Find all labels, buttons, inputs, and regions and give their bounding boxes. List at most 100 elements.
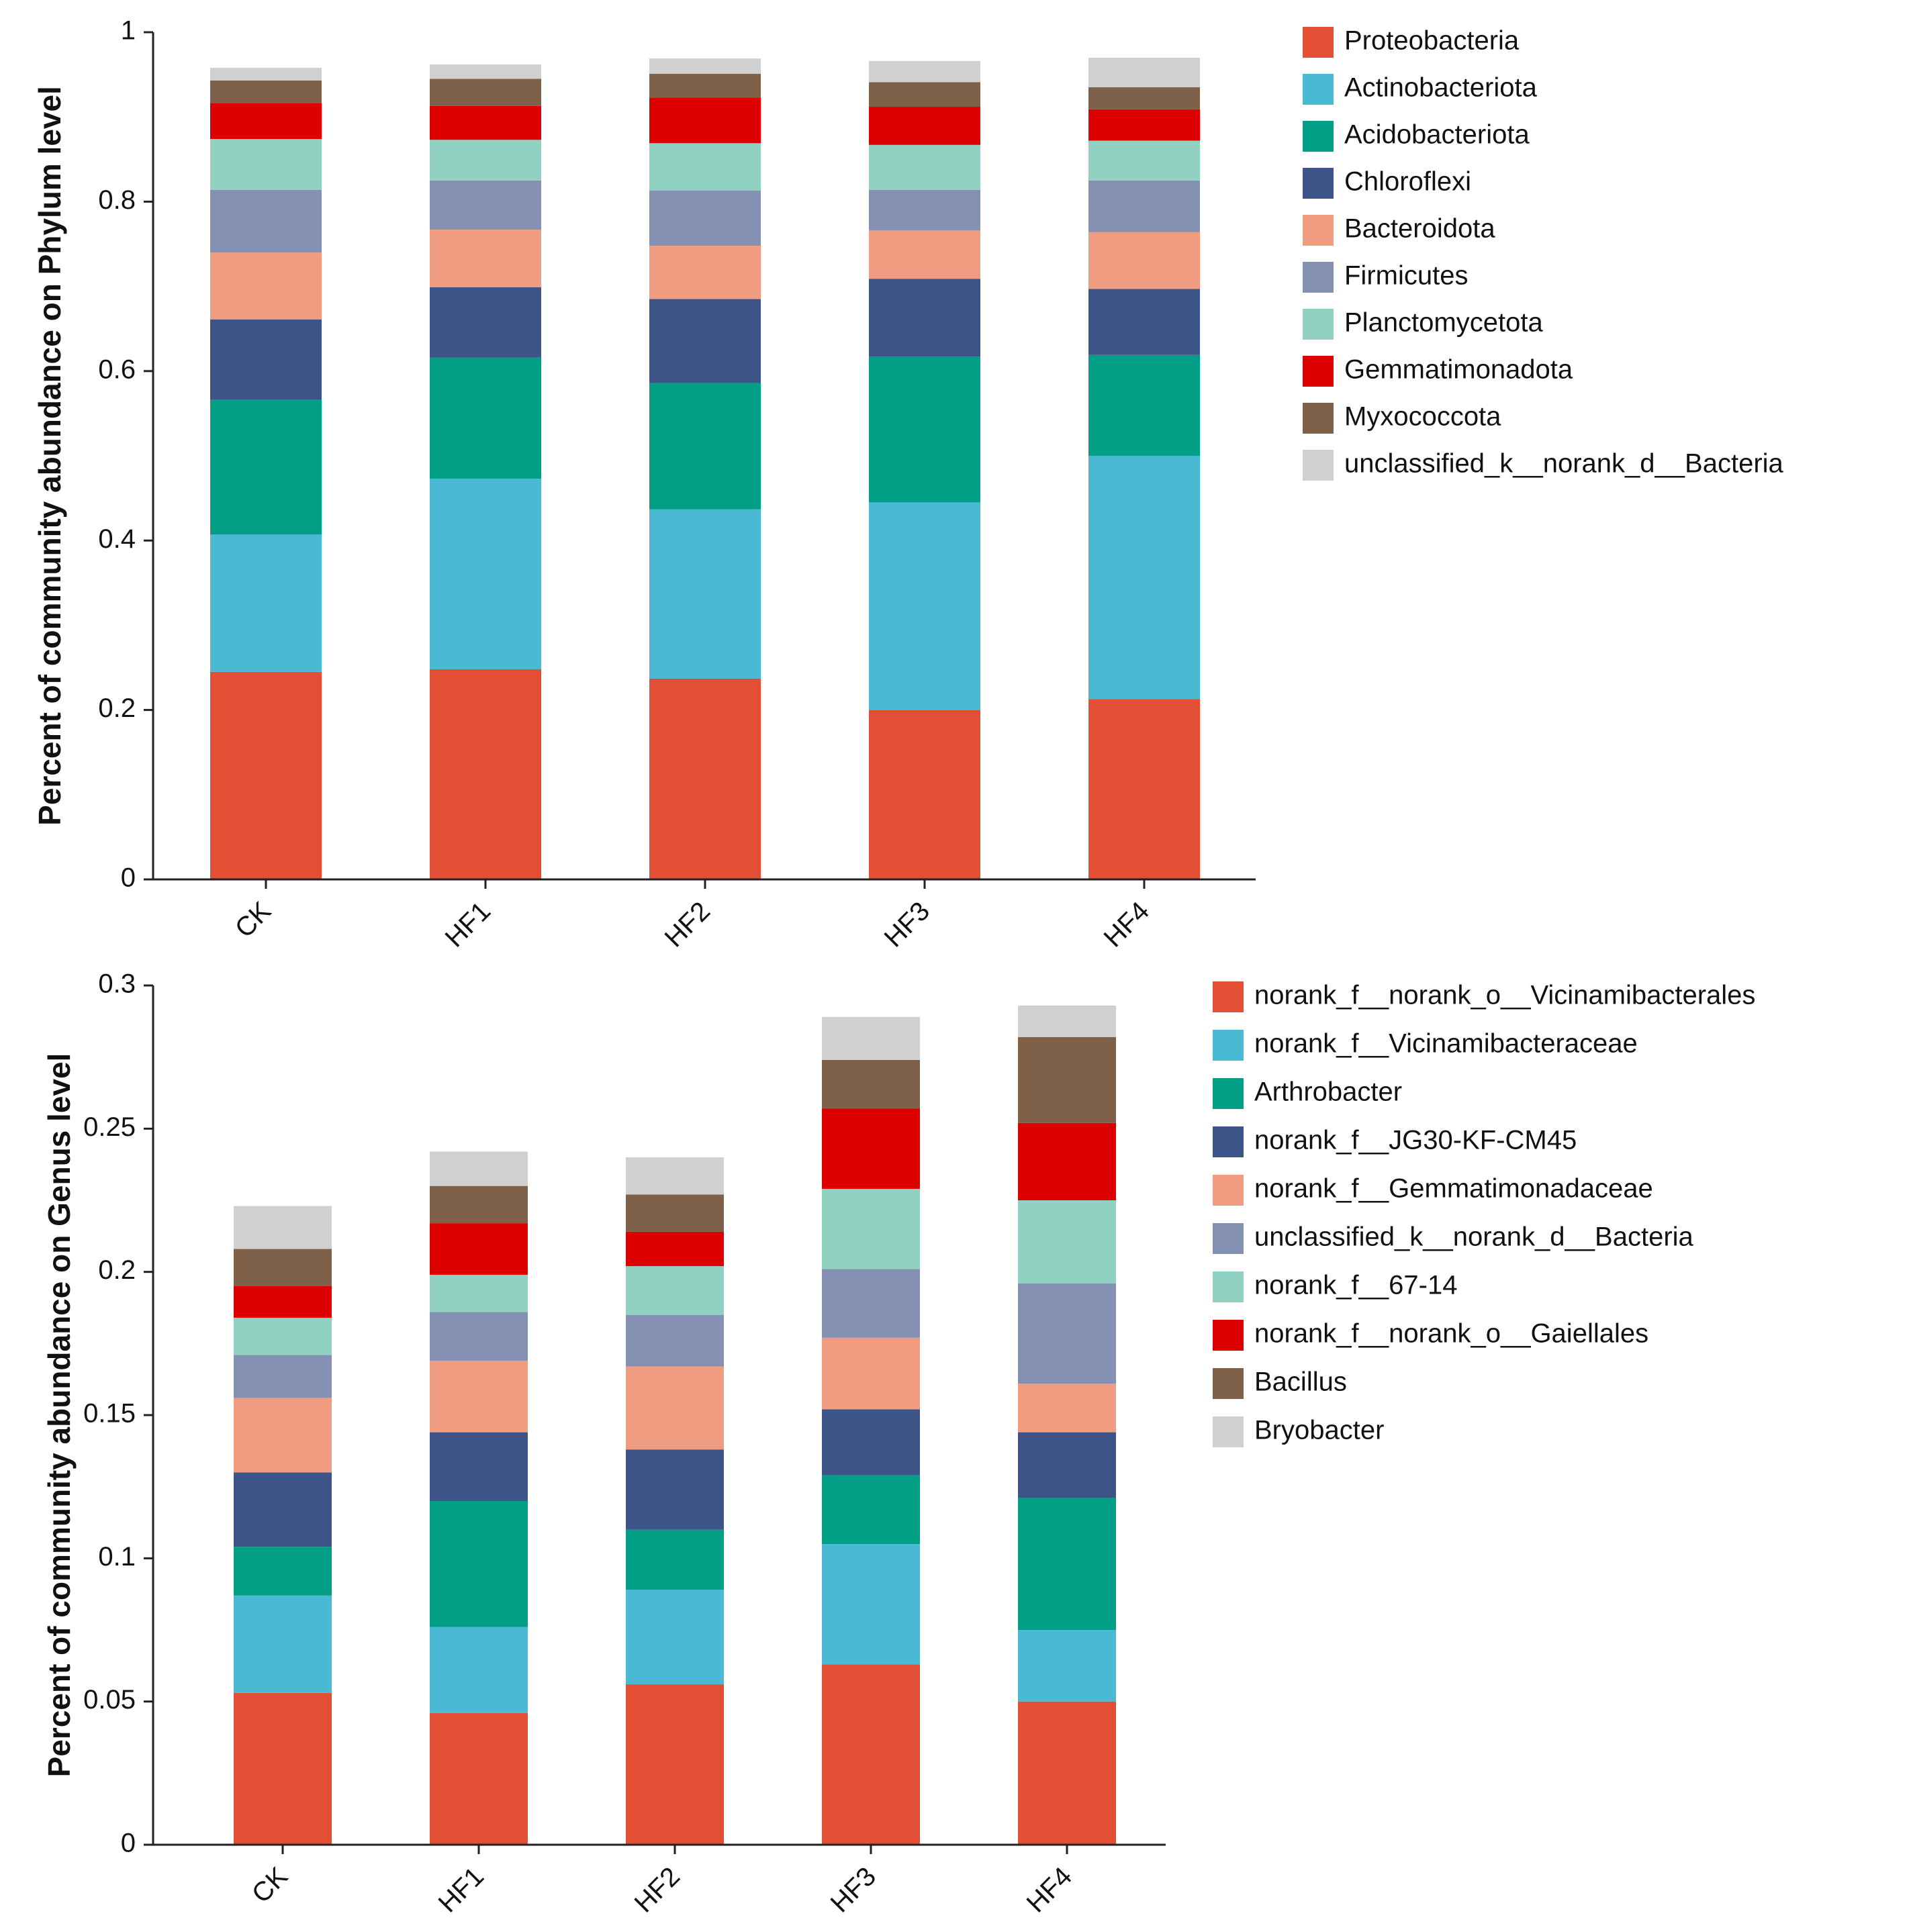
bar-HF2-Arthrobacter (626, 1529, 724, 1590)
bar-HF1-unclassified_k__norank_d__Bacteria (430, 64, 541, 79)
bar-CK-norank_f__JG30-KF-CM45 (234, 1472, 332, 1547)
bar-CK-Arthrobacter (234, 1547, 332, 1596)
y-tick-label: 0.6 (98, 354, 136, 384)
bar-HF1-norank_f__norank_o__Vicinamibacterales (430, 1712, 528, 1845)
y-tick-label: 0.8 (98, 185, 136, 215)
bar-HF3-Myxococcota (869, 82, 980, 107)
y-tick-label: 0 (121, 863, 136, 893)
bar-HF1-unclassified_k__norank_d__Bacteria (430, 1312, 528, 1361)
bar-HF2-norank_f__Vicinamibacteraceae (626, 1590, 724, 1685)
x-tick-label: HF1 (440, 896, 497, 953)
legend-swatch (1213, 1320, 1244, 1351)
bar-CK-unclassified_k__norank_d__Bacteria (234, 1355, 332, 1398)
bar-HF1-norank_f__67-14 (430, 1274, 528, 1312)
bar-HF4-Proteobacteria (1088, 699, 1200, 879)
bar-HF1-Bacillus (430, 1186, 528, 1224)
bar-HF3-norank_f__67-14 (822, 1188, 920, 1269)
bar-CK-Bacillus (234, 1249, 332, 1286)
bar-HF1-norank_f__Vicinamibacteraceae (430, 1627, 528, 1713)
y-tick-label: 0.3 (98, 969, 136, 999)
bar-HF3-unclassified_k__norank_d__Bacteria (822, 1269, 920, 1338)
y-tick-label: 0.05 (83, 1685, 136, 1714)
bar-HF1-Bryobacter (430, 1151, 528, 1186)
bar-HF2-norank_f__norank_o__Vicinamibacterales (626, 1684, 724, 1845)
bar-HF4-norank_f__norank_o__Vicinamibacterales (1018, 1701, 1116, 1845)
bar-HF2-Proteobacteria (649, 678, 761, 879)
legend-label: Arthrobacter (1254, 1077, 1402, 1107)
bar-HF4-norank_f__Gemmatimonadaceae (1018, 1384, 1116, 1433)
y-axis-label: Percent of community abundance on Genus … (42, 1053, 77, 1778)
bar-CK-norank_f__Gemmatimonadaceae (234, 1398, 332, 1473)
bar-HF2-Bryobacter (626, 1157, 724, 1195)
bar-HF2-Actinobacteriota (649, 509, 761, 679)
legend-label: Bacillus (1254, 1367, 1347, 1397)
bar-HF1-Gemmatimonadota (430, 105, 541, 140)
legend-label: norank_f__norank_o__Gaiellales (1254, 1319, 1648, 1349)
bar-CK-Gemmatimonadota (210, 103, 322, 140)
x-tick-label: HF3 (879, 896, 936, 953)
bar-HF4-unclassified_k__norank_d__Bacteria (1018, 1283, 1116, 1384)
y-tick-label: 0.2 (98, 693, 136, 723)
bar-HF3-Proteobacteria (869, 710, 980, 879)
bar-HF3-Actinobacteriota (869, 502, 980, 710)
legend-label: Proteobacteria (1344, 26, 1520, 56)
legend-swatch (1303, 262, 1334, 293)
legend: norank_f__norank_o__Vicinamibacteralesno… (1213, 981, 1755, 1447)
genus-chart: CK HF1 HF2 HF3 HF4 0 0.05 0.1 0.15 0.2 0.25 0.3 Perc… (42, 969, 1755, 1919)
bar-HF4-Bacteroidota (1088, 232, 1200, 289)
bar-HF1-norank_f__JG30-KF-CM45 (430, 1432, 528, 1501)
y-axis-label: Percent of community abundance on Phylum… (32, 86, 67, 826)
legend-swatch (1213, 981, 1244, 1012)
bar-HF1-Acidobacteriota (430, 357, 541, 479)
bar-HF2-norank_f__Gemmatimonadaceae (626, 1366, 724, 1450)
legend-swatch (1213, 1175, 1244, 1206)
bar-HF3-Gemmatimonadota (869, 107, 980, 145)
legend-swatch (1303, 403, 1334, 434)
legend-label: Bacteroidota (1344, 214, 1495, 244)
bar-HF1-norank_f__Gemmatimonadaceae (430, 1360, 528, 1433)
bar-HF3-Acidobacteriota (869, 356, 980, 503)
bar-HF2-Firmicutes (649, 190, 761, 246)
bar-HF2-Bacteroidota (649, 246, 761, 299)
bar-HF2-Gemmatimonadota (649, 97, 761, 144)
bar-HF4-Planctomycetota (1088, 140, 1200, 181)
legend-swatch (1303, 356, 1334, 387)
legend-label: Myxococcota (1344, 402, 1501, 432)
legend-label: norank_f__67-14 (1254, 1271, 1457, 1300)
bar-HF3-Bryobacter (822, 1016, 920, 1060)
bar-HF4-Bryobacter (1018, 1005, 1116, 1037)
x-tick-label: HF3 (825, 1862, 882, 1919)
x-tick-label: CK (230, 896, 277, 944)
bar-HF3-Chloroflexi (869, 279, 980, 357)
bar-HF4-norank_f__67-14 (1018, 1200, 1116, 1284)
bar-HF2-Myxococcota (649, 73, 761, 98)
bar-CK-Myxococcota (210, 80, 322, 104)
legend-label: Planctomycetota (1344, 308, 1543, 338)
legend-label: unclassified_k__norank_d__Bacteria (1344, 449, 1784, 479)
bar-HF1-Proteobacteria (430, 669, 541, 879)
x-tick-label: HF2 (659, 896, 716, 953)
bar-CK-norank_f__Vicinamibacteraceae (234, 1595, 332, 1693)
bar-HF1-Bacteroidota (430, 230, 541, 287)
y-tick-label: 1 (121, 16, 136, 46)
bar-HF3-Firmicutes (869, 189, 980, 231)
bar-HF4-Arthrobacter (1018, 1498, 1116, 1630)
bar-HF1-Actinobacteriota (430, 479, 541, 670)
bar-HF3-unclassified_k__norank_d__Bacteria (869, 60, 980, 83)
legend-label: unclassified_k__norank_d__Bacteria (1254, 1222, 1694, 1252)
bar-HF2-Chloroflexi (649, 299, 761, 383)
y-tick-label: 0.15 (83, 1399, 136, 1429)
bar-CK-Bacteroidota (210, 252, 322, 320)
bar-HF1-norank_f__norank_o__Gaiellales (430, 1223, 528, 1275)
bar-CK-unclassified_k__norank_d__Bacteria (210, 68, 322, 81)
bar-HF3-norank_f__Vicinamibacteraceae (822, 1544, 920, 1665)
legend-label: Firmicutes (1344, 261, 1468, 291)
legend-swatch (1213, 1416, 1244, 1447)
legend-swatch (1213, 1271, 1244, 1302)
bar-CK-Acidobacteriota (210, 399, 322, 535)
bar-HF2-norank_f__67-14 (626, 1266, 724, 1315)
legend-swatch (1213, 1368, 1244, 1399)
bar-CK-Firmicutes (210, 189, 322, 253)
legend-label: Acidobacteriota (1344, 120, 1530, 150)
bar-CK-Actinobacteriota (210, 534, 322, 672)
